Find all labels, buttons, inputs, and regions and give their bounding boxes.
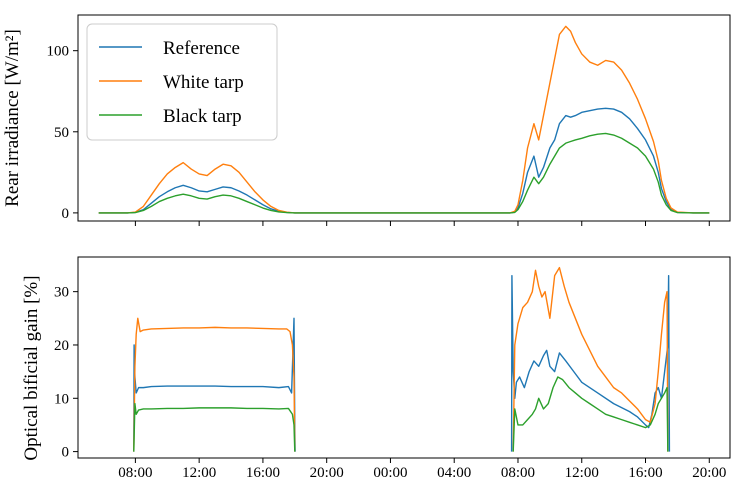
bificial-gain-x-tick-label: 20:00 (692, 465, 726, 481)
bificial-gain-series (133, 266, 671, 452)
bificial-gain-x-tick-label: 00:00 (373, 465, 407, 481)
irradiance-panel: 0 50 100 Rear irradiance [W/m²] Reference … (2, 14, 731, 226)
legend-label-white-tarp: White tarp (163, 72, 244, 93)
bificial-gain-x-tick-label: 16:00 (628, 465, 662, 481)
bificial-gain-y-ticks: 0 10 20 30 (54, 285, 78, 461)
irradiance-series-black-tarp (98, 132, 710, 214)
bificial-gain-y-tick-label: 0 (62, 445, 70, 461)
bificial-gain-y-tick-label: 20 (54, 338, 69, 354)
legend: Reference White tarp Black tarp (86, 23, 278, 141)
bificial-gain-series-reference (133, 274, 671, 452)
bificial-gain-x-ticks: 08:00 12:00 16:00 20:00 00:00 04:00 08:00 12:00… (118, 458, 726, 481)
irradiance-x-ticks (134, 221, 710, 226)
irradiance-y-tick-label: 0 (62, 206, 70, 222)
bificial-gain-y-axis-label: Optical bificial gain [%] (21, 275, 42, 460)
bificial-gain-series-white-tarp (133, 266, 669, 452)
irradiance-plot-frame (77, 14, 731, 222)
irradiance-series-white-tarp (98, 25, 710, 214)
bificial-gain-x-tick-label: 16:00 (246, 465, 280, 481)
bificial-gain-plot-frame (77, 256, 731, 459)
bificial-gain-y-tick-label: 30 (54, 285, 69, 301)
bificial-gain-x-tick-label: 04:00 (437, 465, 471, 481)
bificial-gain-x-tick-label: 12:00 (182, 465, 216, 481)
bificial-gain-series-black-tarp (133, 376, 669, 452)
irradiance-y-tick-label: 100 (47, 44, 70, 60)
legend-box (86, 23, 278, 141)
bificial-gain-x-tick-label: 20:00 (310, 465, 344, 481)
irradiance-series (98, 25, 710, 214)
irradiance-y-axis-label: Rear irradiance [W/m²] (2, 29, 23, 207)
bificial-gain-x-tick-label: 12:00 (565, 465, 599, 481)
legend-label-reference: Reference (163, 38, 240, 59)
bificial-gain-y-tick-label: 10 (54, 391, 69, 407)
irradiance-y-tick-label: 50 (54, 125, 69, 141)
bificial-gain-x-tick-label: 08:00 (118, 465, 152, 481)
legend-label-black-tarp: Black tarp (163, 106, 242, 127)
bificial-gain-x-tick-label: 08:00 (501, 465, 535, 481)
irradiance-y-ticks: 0 50 100 (47, 44, 78, 222)
